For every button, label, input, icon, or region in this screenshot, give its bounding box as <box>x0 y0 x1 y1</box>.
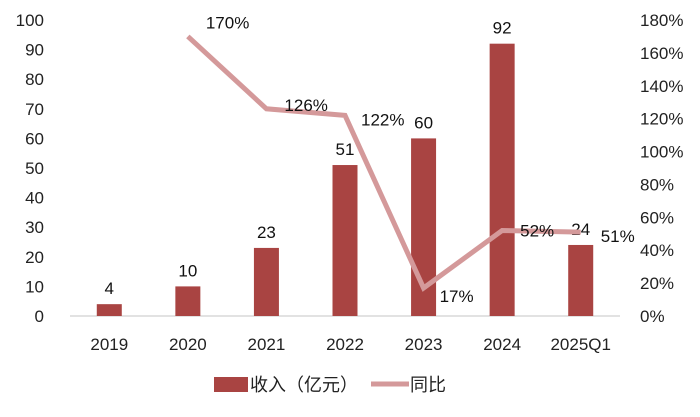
x-axis-category: 2024 <box>483 335 521 354</box>
revenue-bar <box>332 165 358 316</box>
left-axis-tick: 20 <box>25 248 44 267</box>
legend-bar-label: 收入（亿元） <box>250 375 358 396</box>
revenue-bar <box>96 304 122 316</box>
left-axis-tick: 30 <box>25 218 44 237</box>
left-axis-tick: 100 <box>16 11 44 30</box>
left-axis-tick: 10 <box>25 277 44 296</box>
revenue-bar-label: 51 <box>336 140 355 159</box>
revenue-bar <box>568 244 594 316</box>
x-axis-category: 2025Q1 <box>550 335 611 354</box>
yoy-growth-label: 126% <box>284 96 327 115</box>
legend: 收入（亿元） 同比 <box>214 375 446 396</box>
legend-bar-swatch <box>214 377 248 392</box>
revenue-bars <box>96 43 594 317</box>
revenue-bar-label: 92 <box>493 19 512 38</box>
yoy-growth-label: 52% <box>520 221 554 240</box>
right-axis-tick: 180% <box>640 11 683 30</box>
left-axis-tick: 0 <box>35 307 44 326</box>
right-axis-tick: 60% <box>640 208 674 227</box>
revenue-bar <box>175 286 201 316</box>
left-axis-tick: 90 <box>25 41 44 60</box>
yoy-growth-label: 51% <box>601 227 635 246</box>
left-axis-tick: 40 <box>25 189 44 208</box>
left-axis-tick: 50 <box>25 159 44 178</box>
revenue-bar-label: 60 <box>414 113 433 132</box>
yoy-growth-line <box>186 34 581 292</box>
yoy-growth-label: 122% <box>361 110 404 129</box>
revenue-bar-label: 24 <box>571 220 590 239</box>
right-axis-tick: 0% <box>640 307 665 326</box>
yoy-growth-labels: 170% 126% 122% 17% 52% 51% <box>206 13 635 306</box>
right-axis-tick: 40% <box>640 241 674 260</box>
revenue-bar-label: 23 <box>257 223 276 242</box>
right-y-axis: 0% 20% 40% 60% 80% 100% 120% 140% 160% 180% <box>640 11 683 326</box>
left-axis-tick: 60 <box>25 129 44 148</box>
revenue-bar <box>253 247 279 316</box>
yoy-growth-label: 170% <box>206 13 249 32</box>
left-y-axis: 0 10 20 30 40 50 60 70 80 90 100 <box>16 11 44 326</box>
right-axis-tick: 80% <box>640 175 674 194</box>
right-axis-tick: 160% <box>640 44 683 63</box>
x-axis-category: 2021 <box>248 335 286 354</box>
x-axis-categories: 2019 2020 2021 2022 2023 2024 2025Q1 <box>90 335 611 354</box>
yoy-growth-label: 17% <box>440 287 474 306</box>
revenue-bar <box>489 43 515 317</box>
x-axis-category: 2023 <box>405 335 443 354</box>
revenue-bar-label: 4 <box>105 279 114 298</box>
right-axis-tick: 120% <box>640 110 683 129</box>
x-axis-category: 2022 <box>326 335 364 354</box>
x-axis-category: 2019 <box>90 335 128 354</box>
legend-line-label: 同比 <box>410 375 446 396</box>
left-axis-tick: 70 <box>25 100 44 119</box>
right-axis-tick: 140% <box>640 77 683 96</box>
right-axis-tick: 100% <box>640 143 683 162</box>
x-axis-category: 2020 <box>169 335 207 354</box>
right-axis-tick: 20% <box>640 274 674 293</box>
left-axis-tick: 80 <box>25 70 44 89</box>
revenue-bar-label: 10 <box>178 261 197 280</box>
